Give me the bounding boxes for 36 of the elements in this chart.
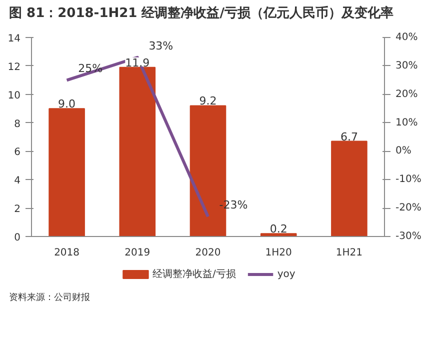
x-tick-label: 2019: [124, 247, 150, 258]
data-label: 25%: [78, 62, 103, 75]
y-tick-label: 2: [14, 204, 21, 215]
bar: [331, 140, 368, 236]
y2-tick-label: -30%: [396, 230, 422, 242]
bar: [260, 232, 297, 236]
y2-tick-label: 20%: [396, 88, 418, 100]
y-tick-label: 14: [8, 33, 21, 44]
data-label: 33%: [148, 38, 174, 52]
y2-tick-label: 40%: [396, 32, 418, 43]
data-label: 9.0: [58, 97, 76, 110]
data-label: 6.7: [340, 130, 358, 143]
x-tick-label: 2018: [54, 247, 80, 258]
y-tick-label: 6: [14, 146, 21, 158]
data-label: 9.2: [199, 94, 217, 108]
data-label: 0.2: [270, 222, 288, 236]
y2-tick-label: 0%: [396, 145, 412, 156]
bar: [119, 66, 156, 236]
data-label: 11.9: [125, 56, 150, 69]
y2-tick-label: -20%: [396, 202, 422, 214]
y2-tick-label: 10%: [396, 116, 418, 128]
y-tick-label: 12: [8, 61, 21, 72]
x-tick-label: 1H20: [265, 247, 292, 258]
legend-label: yoy: [277, 268, 296, 280]
y2-tick-label: -10%: [396, 174, 422, 185]
text: 资料来源：公司财报: [9, 292, 90, 304]
y-tick-label: 10: [8, 90, 21, 101]
x-tick-label: 1H21: [336, 247, 363, 258]
y-tick-label: 8: [14, 118, 21, 130]
y-tick-label: 4: [14, 175, 21, 186]
y2-tick-label: 30%: [396, 60, 418, 71]
bar: [48, 108, 85, 236]
x-tick-label: 2020: [195, 247, 221, 258]
legend-label: 经调整净收益/亏损: [152, 268, 236, 280]
chart-title: 图 81：2018-1H21 经调整净收益/亏损（亿元人民币）及变化率: [9, 5, 394, 23]
y-tick-label: 0: [14, 232, 21, 244]
